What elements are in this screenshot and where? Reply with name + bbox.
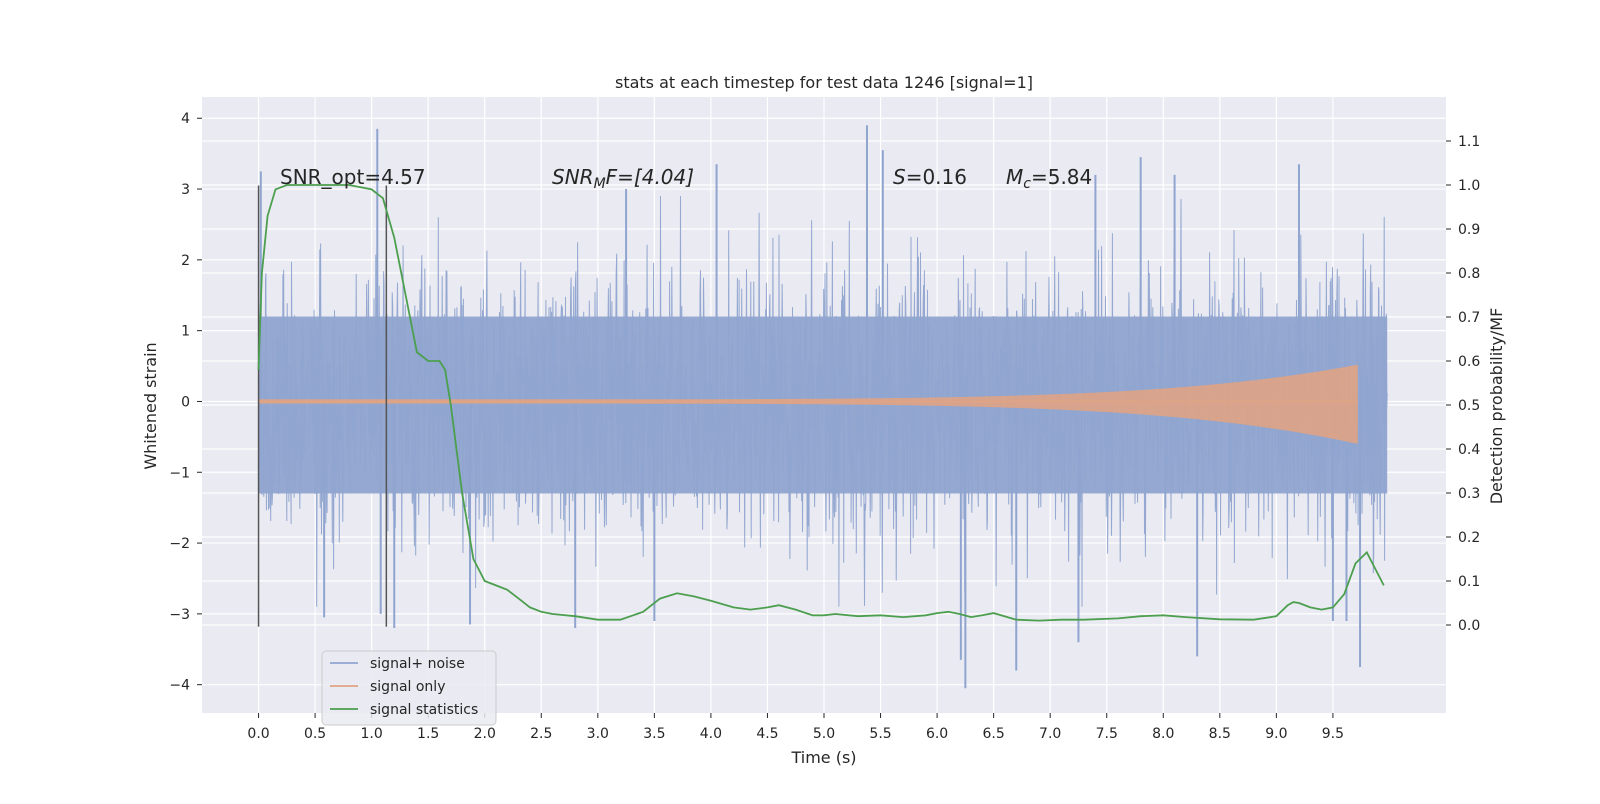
annotation-mc-value: =5.84 bbox=[1031, 165, 1092, 189]
x-tick-label: 7.0 bbox=[1039, 726, 1061, 742]
y-right-tick-label: 0.9 bbox=[1458, 222, 1480, 238]
x-tick-label: 4.0 bbox=[700, 726, 722, 742]
signal-statistics-line bbox=[257, 184, 1385, 622]
x-tick-label: 5.5 bbox=[869, 726, 891, 742]
tick-labels: 0.0 0.5 1.0 1.5 2.0 2.5 3.0 3.5 4.0 4.5 5.0 5.5 6.0 6… bbox=[169, 111, 1480, 742]
y-left-tick-label: −3 bbox=[169, 607, 190, 623]
x-tick-label: 6.5 bbox=[983, 726, 1005, 742]
y-right-tick-label: 0.1 bbox=[1458, 574, 1480, 590]
y-right-tick-label: 1.1 bbox=[1458, 134, 1480, 150]
x-axis-label: Time (s) bbox=[790, 748, 856, 767]
y-right-tick-label: 0.5 bbox=[1458, 398, 1480, 414]
y-left-tick-label: 4 bbox=[181, 111, 190, 127]
legend-label-signal-statistics: signal statistics bbox=[370, 702, 478, 718]
legend-label-signal-noise: signal+ noise bbox=[370, 656, 465, 672]
y-right-tick-label: 0.6 bbox=[1458, 354, 1480, 370]
y-right-tick-label: 0.8 bbox=[1458, 266, 1480, 282]
x-tick-label: 8.5 bbox=[1209, 726, 1231, 742]
y-right-tick-label: 0.7 bbox=[1458, 310, 1480, 326]
x-tick-label: 3.5 bbox=[643, 726, 665, 742]
signal-statistics-series bbox=[257, 184, 1385, 622]
y-axis-label-left: Whitened strain bbox=[141, 342, 160, 469]
x-tick-label: 0.5 bbox=[304, 726, 326, 742]
y-left-tick-label: −1 bbox=[169, 465, 190, 481]
annotation-s: S=0.16 bbox=[893, 165, 967, 189]
y-left-tick-label: 0 bbox=[181, 394, 190, 410]
x-tick-label: 2.5 bbox=[530, 726, 552, 742]
y-right-tick-label: 0.4 bbox=[1458, 442, 1480, 458]
y-left-tick-label: −4 bbox=[169, 678, 190, 694]
y-left-tick-label: 2 bbox=[181, 253, 190, 269]
signal-only-envelope bbox=[258, 364, 1358, 444]
x-tick-label: 8.0 bbox=[1152, 726, 1174, 742]
annotation-snr-mf-base: SNR bbox=[552, 165, 594, 189]
chart-title: stats at each timestep for test data 124… bbox=[615, 73, 1033, 92]
y-right-tick-label: 0.3 bbox=[1458, 486, 1480, 502]
legend-box bbox=[321, 650, 497, 726]
vertical-markers bbox=[257, 185, 388, 627]
x-tick-label: 1.0 bbox=[361, 726, 383, 742]
y-axis-label-right: Detection probability/MF bbox=[1487, 308, 1506, 505]
x-tick-label: 5.0 bbox=[813, 726, 835, 742]
x-tick-label: 1.5 bbox=[417, 726, 439, 742]
x-tick-label: 9.5 bbox=[1322, 726, 1344, 742]
annotation-s-label: S bbox=[893, 165, 906, 189]
signal-only-series bbox=[258, 364, 1358, 444]
x-tick-label: 2.0 bbox=[474, 726, 496, 742]
x-tick-label: 6.0 bbox=[926, 726, 948, 742]
y-right-tick-label: 0.2 bbox=[1458, 530, 1480, 546]
x-tick-label: 0.0 bbox=[247, 726, 269, 742]
annotation-s-value: =0.16 bbox=[906, 165, 967, 189]
annotation-snr-opt: SNR_opt=4.57 bbox=[280, 165, 426, 189]
annotation-snr-mf-rest: F=[4.04] bbox=[606, 165, 694, 189]
annotation-mc: Mc=5.84 bbox=[1006, 165, 1092, 192]
y-left-tick-label: 3 bbox=[181, 182, 190, 198]
x-tick-label: 4.5 bbox=[756, 726, 778, 742]
annotation-mc-sub: c bbox=[1023, 176, 1031, 192]
annotation-snr-mf: SNRMF=[4.04] bbox=[552, 165, 694, 192]
y-left-tick-label: −2 bbox=[169, 536, 190, 552]
x-tick-label: 7.5 bbox=[1096, 726, 1118, 742]
annotation-snr-mf-sub: M bbox=[594, 176, 606, 192]
annotation-mc-base: M bbox=[1006, 165, 1023, 189]
x-tick-label: 3.0 bbox=[587, 726, 609, 742]
y-right-tick-label: 1.0 bbox=[1458, 178, 1480, 194]
x-tick-label: 9.0 bbox=[1265, 726, 1287, 742]
y-right-tick-label: 0.0 bbox=[1458, 618, 1480, 634]
y-left-tick-label: 1 bbox=[181, 324, 190, 340]
legend: signal+ noise signal only signal statist… bbox=[321, 650, 497, 726]
legend-label-signal-only: signal only bbox=[370, 679, 445, 695]
